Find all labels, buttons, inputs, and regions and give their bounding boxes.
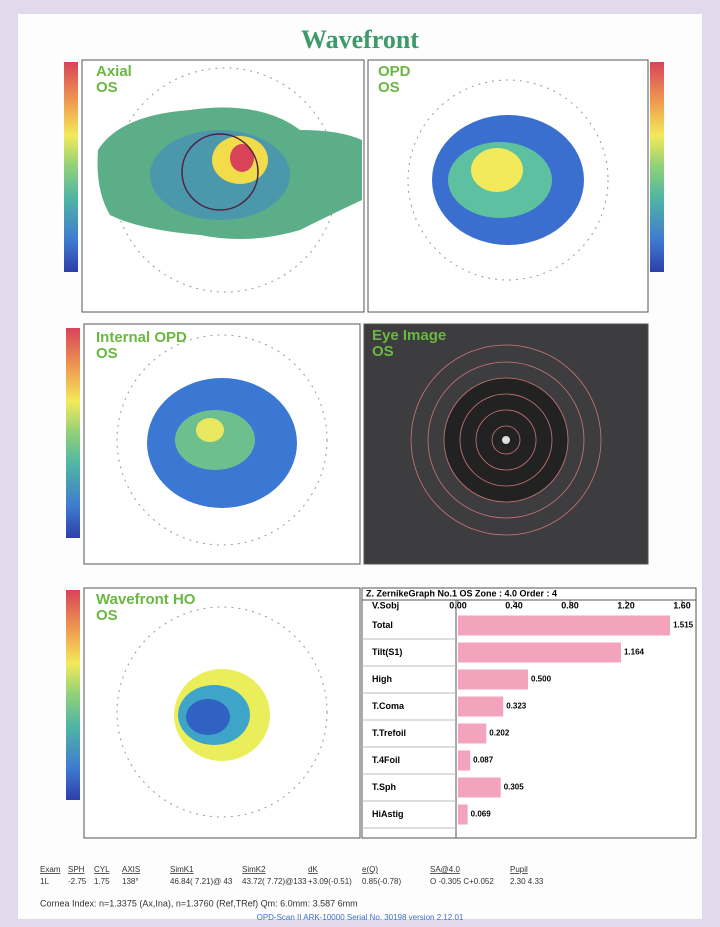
map-blob (186, 699, 230, 735)
color-scale (650, 62, 664, 272)
bar (458, 778, 501, 798)
cornea-index: Cornea Index: n=1.3375 (Ax,Ina), n=1.376… (40, 898, 358, 908)
bar (458, 670, 528, 690)
table-header: SimK2 (242, 865, 266, 874)
table-cell: 1L (40, 877, 49, 886)
bar (458, 805, 468, 825)
table-header: SimK1 (170, 865, 194, 874)
table-cell: 138° (122, 877, 139, 886)
table-cell: 1.75 (94, 877, 110, 886)
map-blob (196, 418, 224, 442)
panel-eye: OS (96, 345, 118, 362)
value-label: 0.202 (489, 729, 510, 738)
panel-name: Eye Image (372, 327, 446, 344)
bar (458, 643, 621, 663)
table-header: AXIS (122, 865, 140, 874)
category-label: T.Trefoil (372, 728, 406, 738)
panel-eye: OS (378, 79, 400, 96)
table-header: dK (308, 865, 318, 874)
report: Wavefront Axial OS OPD OS Internal OPD O… (0, 0, 720, 927)
panel-eye: OS (372, 343, 394, 360)
panel-name: Axial (96, 63, 132, 80)
table-header: SPH (68, 865, 85, 874)
reflex (502, 436, 510, 444)
panel-name: Internal OPD (96, 329, 187, 346)
panel-eye: OS (96, 607, 118, 624)
bar (458, 751, 470, 771)
table-cell: 43.72( 7.72)@133 (242, 877, 307, 886)
table-cell: 2.30 4.33 (510, 877, 544, 886)
category-label: High (372, 674, 392, 684)
table-header: e(Q) (362, 865, 378, 874)
zernike-header: Z. ZernikeGraph No.1 OS Zone : 4.0 Order… (366, 588, 557, 598)
color-scale (66, 328, 80, 538)
value-label: 0.087 (473, 756, 494, 765)
value-label: 0.069 (471, 810, 492, 819)
color-scale (64, 62, 78, 272)
table-header: Pupil (510, 865, 528, 874)
column-label: V.Sobj (372, 600, 399, 610)
value-label: 0.323 (506, 702, 527, 711)
panel-name: Wavefront HO (96, 591, 196, 608)
page: Wavefront Axial OS OPD OS Internal OPD O… (0, 0, 720, 927)
category-label: T.4Foil (372, 755, 400, 765)
category-label: Tilt(S1) (372, 647, 402, 657)
table-header: SA@4.0 (430, 865, 460, 874)
value-label: 0.500 (531, 675, 552, 684)
device-info: OPD-Scan II ARK-10000 Serial No. 30198 v… (257, 913, 464, 922)
panel-name: OPD (378, 63, 411, 80)
table-cell: O -0.305 C+0.052 (430, 877, 494, 886)
title: Wavefront (301, 25, 419, 54)
category-label: HiAstig (372, 809, 404, 819)
map-blob (471, 148, 523, 192)
bar (458, 697, 503, 717)
table-header: CYL (94, 865, 110, 874)
table-cell: 0.85(-0.78) (362, 877, 401, 886)
category-label: T.Coma (372, 701, 405, 711)
table-cell: +3.09(-0.51) (308, 877, 352, 886)
value-label: 1.164 (624, 648, 645, 657)
value-label: 0.305 (504, 783, 525, 792)
bar (458, 616, 670, 636)
table-cell: -2.75 (68, 877, 87, 886)
category-label: Total (372, 620, 393, 630)
table-cell: 46.84( 7.21)@ 43 (170, 877, 233, 886)
color-scale (66, 590, 80, 800)
table-header: Exam (40, 865, 61, 874)
category-label: T.Sph (372, 782, 396, 792)
panel-eye: OS (96, 79, 118, 96)
value-label: 1.515 (673, 621, 694, 630)
bar (458, 724, 486, 744)
